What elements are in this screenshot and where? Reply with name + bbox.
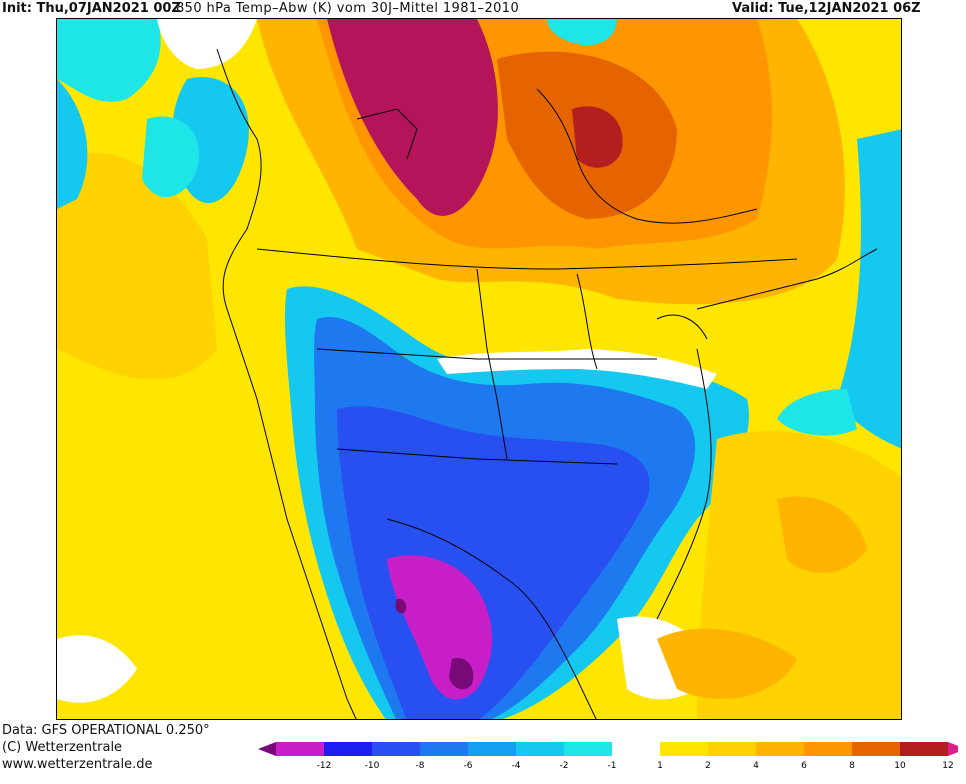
- website-url: www.wetterzentrale.de: [2, 757, 153, 772]
- legend-swatch: [612, 742, 660, 756]
- warm-core-west-canada: [327, 19, 498, 216]
- legend-swatch: [852, 742, 900, 756]
- legend-tick-label: -1: [608, 761, 617, 771]
- legend-tick-label: 10: [894, 761, 906, 771]
- legend-tick-label: 1: [657, 761, 663, 771]
- copyright: (C) Wetterzentrale: [2, 740, 123, 755]
- legend-tick-label: -10: [365, 761, 380, 771]
- legend-tick-label: 6: [801, 761, 807, 771]
- legend-tick-label: 12: [942, 761, 953, 771]
- legend-tick-label: 2: [705, 761, 711, 771]
- legend-tick-label: -12: [317, 761, 332, 771]
- legend-tick-label: -2: [560, 761, 569, 771]
- map-title: 850 hPa Temp–Abw (K) vom 30J–Mittel 1981…: [176, 1, 520, 16]
- legend-tick-label: -4: [512, 761, 521, 771]
- legend-swatch: [804, 742, 852, 756]
- map-header: Init: Thu,07JAN2021 00Z 850 hPa Temp–Abw…: [0, 0, 966, 18]
- legend-swatch: [468, 742, 516, 756]
- legend-tick-label: 4: [753, 761, 759, 771]
- legend-tick-label: -8: [416, 761, 425, 771]
- cold-anomaly-atlantic: [837, 129, 901, 449]
- legend-swatch: [660, 742, 708, 756]
- legend-swatch: [420, 742, 468, 756]
- init-time: Init: Thu,07JAN2021 00Z: [2, 1, 181, 16]
- legend-tick-label: 8: [849, 761, 855, 771]
- legend-swatch: [564, 742, 612, 756]
- valid-time: Valid: Tue,12JAN2021 06Z: [732, 1, 921, 16]
- data-source: Data: GFS OPERATIONAL 0.250°: [2, 723, 210, 738]
- legend-bar: -12 -10 -8 -6 -4 -2 -1 1 2 4 6 8 10 12: [258, 742, 966, 771]
- legend-swatch: [324, 742, 372, 756]
- legend-swatch: [756, 742, 804, 756]
- legend-swatch: [516, 742, 564, 756]
- anomaly-field: [57, 19, 901, 719]
- map-outlines: [216, 48, 878, 719]
- legend-arrow-min: [258, 742, 276, 756]
- legend-swatch: [276, 742, 324, 756]
- legend-tick-label: -6: [464, 761, 473, 771]
- legend-swatch: [708, 742, 756, 756]
- legend-swatch: [372, 742, 420, 756]
- legend-swatch: [900, 742, 948, 756]
- temperature-anomaly-map: [56, 18, 902, 720]
- color-legend: -12 -10 -8 -6 -4 -2 -1 1 2 4 6 8 10 12: [258, 740, 966, 780]
- legend-arrow-max: [948, 742, 966, 756]
- very-cold-core: [337, 406, 650, 719]
